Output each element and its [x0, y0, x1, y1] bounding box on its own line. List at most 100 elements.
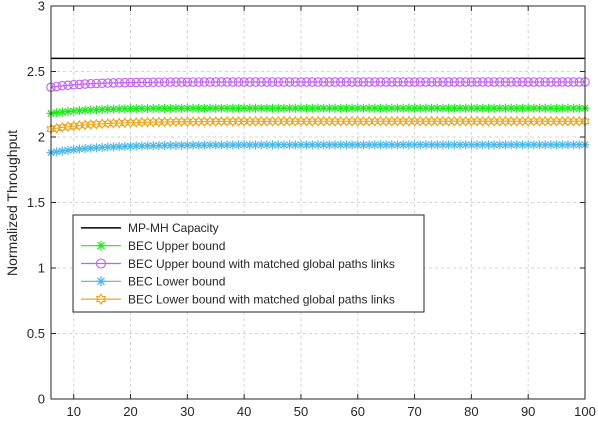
marker-circle: [182, 77, 193, 87]
marker-stroke: [331, 104, 339, 112]
marker-stroke: [178, 141, 186, 149]
marker-circle: [574, 77, 585, 87]
x-tick-label: 50: [294, 404, 308, 419]
data-point: [483, 77, 494, 87]
data-point: [313, 77, 323, 87]
marker-circle: [193, 77, 204, 87]
data-point: [546, 140, 556, 150]
marker-stroke: [280, 141, 288, 149]
data-point: [86, 105, 96, 115]
data-point: [568, 77, 579, 87]
x-tick-label: 30: [180, 404, 194, 419]
data-point: [461, 140, 471, 150]
data-point: [233, 140, 243, 150]
marker-circle: [540, 77, 550, 87]
marker-stroke: [212, 104, 220, 112]
data-point: [512, 77, 522, 87]
marker-stroke: [342, 141, 350, 149]
series-2: [46, 77, 590, 92]
y-tick-label: 0.5: [27, 326, 45, 341]
marker-stroke: [195, 141, 203, 149]
marker-stroke: [149, 142, 157, 150]
data-point: [375, 140, 385, 150]
marker-stroke: [439, 104, 447, 112]
marker-circle: [358, 77, 369, 87]
marker-stroke: [240, 141, 248, 149]
data-point: [421, 77, 431, 87]
data-point: [426, 77, 437, 87]
marker-stroke: [479, 141, 487, 149]
marker-stroke: [570, 104, 578, 112]
data-point: [489, 77, 499, 87]
marker-circle: [318, 77, 329, 87]
marker-circle: [120, 77, 130, 88]
data-point: [120, 104, 130, 114]
marker-circle: [159, 77, 170, 87]
data-point: [245, 140, 255, 150]
marker-stroke: [286, 141, 294, 149]
marker-circle: [80, 79, 90, 89]
legend: MP-MH Capacity BEC Upper bound BEC Upper b…: [72, 214, 425, 313]
data-point: [552, 140, 562, 150]
marker-circle: [415, 77, 426, 87]
marker-stroke: [87, 144, 95, 152]
data-point: [551, 77, 562, 87]
marker-stroke: [234, 141, 243, 149]
marker-stroke: [365, 104, 373, 112]
data-point: [318, 77, 329, 87]
data-point: [500, 77, 511, 87]
data-point: [228, 77, 238, 87]
marker-stroke: [70, 146, 78, 154]
data-point: [523, 140, 533, 150]
marker-stroke: [348, 141, 356, 149]
data-point: [143, 141, 153, 151]
marker-circle: [86, 78, 96, 89]
marker-stroke: [433, 104, 441, 112]
marker-stroke: [58, 147, 66, 155]
data-point: [267, 77, 278, 87]
marker-stroke: [416, 104, 424, 112]
marker-stroke: [240, 104, 248, 112]
marker-stroke: [234, 104, 243, 112]
marker-stroke: [229, 141, 237, 149]
legend-entry: MP-MH Capacity: [81, 221, 219, 235]
marker-circle: [188, 77, 198, 87]
marker-stroke: [484, 141, 492, 149]
marker-hexagram: [51, 122, 62, 134]
x-tick-label: 20: [123, 404, 137, 419]
data-point: [307, 77, 318, 87]
marker-hexagram: [68, 120, 79, 132]
data-point: [176, 77, 187, 87]
marker-circle: [137, 77, 147, 88]
marker-stroke: [81, 106, 89, 114]
data-point: [353, 140, 363, 150]
data-point: [307, 103, 317, 113]
marker-stroke: [445, 141, 453, 149]
marker-stroke: [337, 141, 345, 149]
marker-circle: [91, 78, 102, 89]
marker-stroke: [558, 104, 566, 112]
marker-stroke: [513, 104, 521, 112]
marker-circle: [245, 77, 255, 87]
marker-stroke: [564, 141, 572, 149]
marker-circle: [256, 77, 266, 87]
data-point: [205, 77, 215, 87]
marker-stroke: [518, 141, 527, 149]
data-point: [171, 140, 181, 150]
marker-stroke: [553, 104, 561, 112]
marker-stroke: [217, 141, 225, 149]
marker-stroke: [348, 104, 356, 112]
data-point: [398, 77, 408, 87]
marker-stroke: [513, 141, 521, 149]
marker-stroke: [399, 104, 407, 112]
marker-circle: [529, 77, 539, 87]
marker-stroke: [371, 141, 379, 149]
data-point: [296, 77, 306, 87]
marker-stroke: [450, 141, 458, 149]
marker-stroke: [81, 144, 89, 153]
marker-stroke: [268, 141, 277, 149]
marker-stroke: [541, 104, 549, 112]
marker-circle: [551, 77, 562, 87]
data-point: [341, 140, 351, 150]
data-point: [449, 77, 460, 87]
